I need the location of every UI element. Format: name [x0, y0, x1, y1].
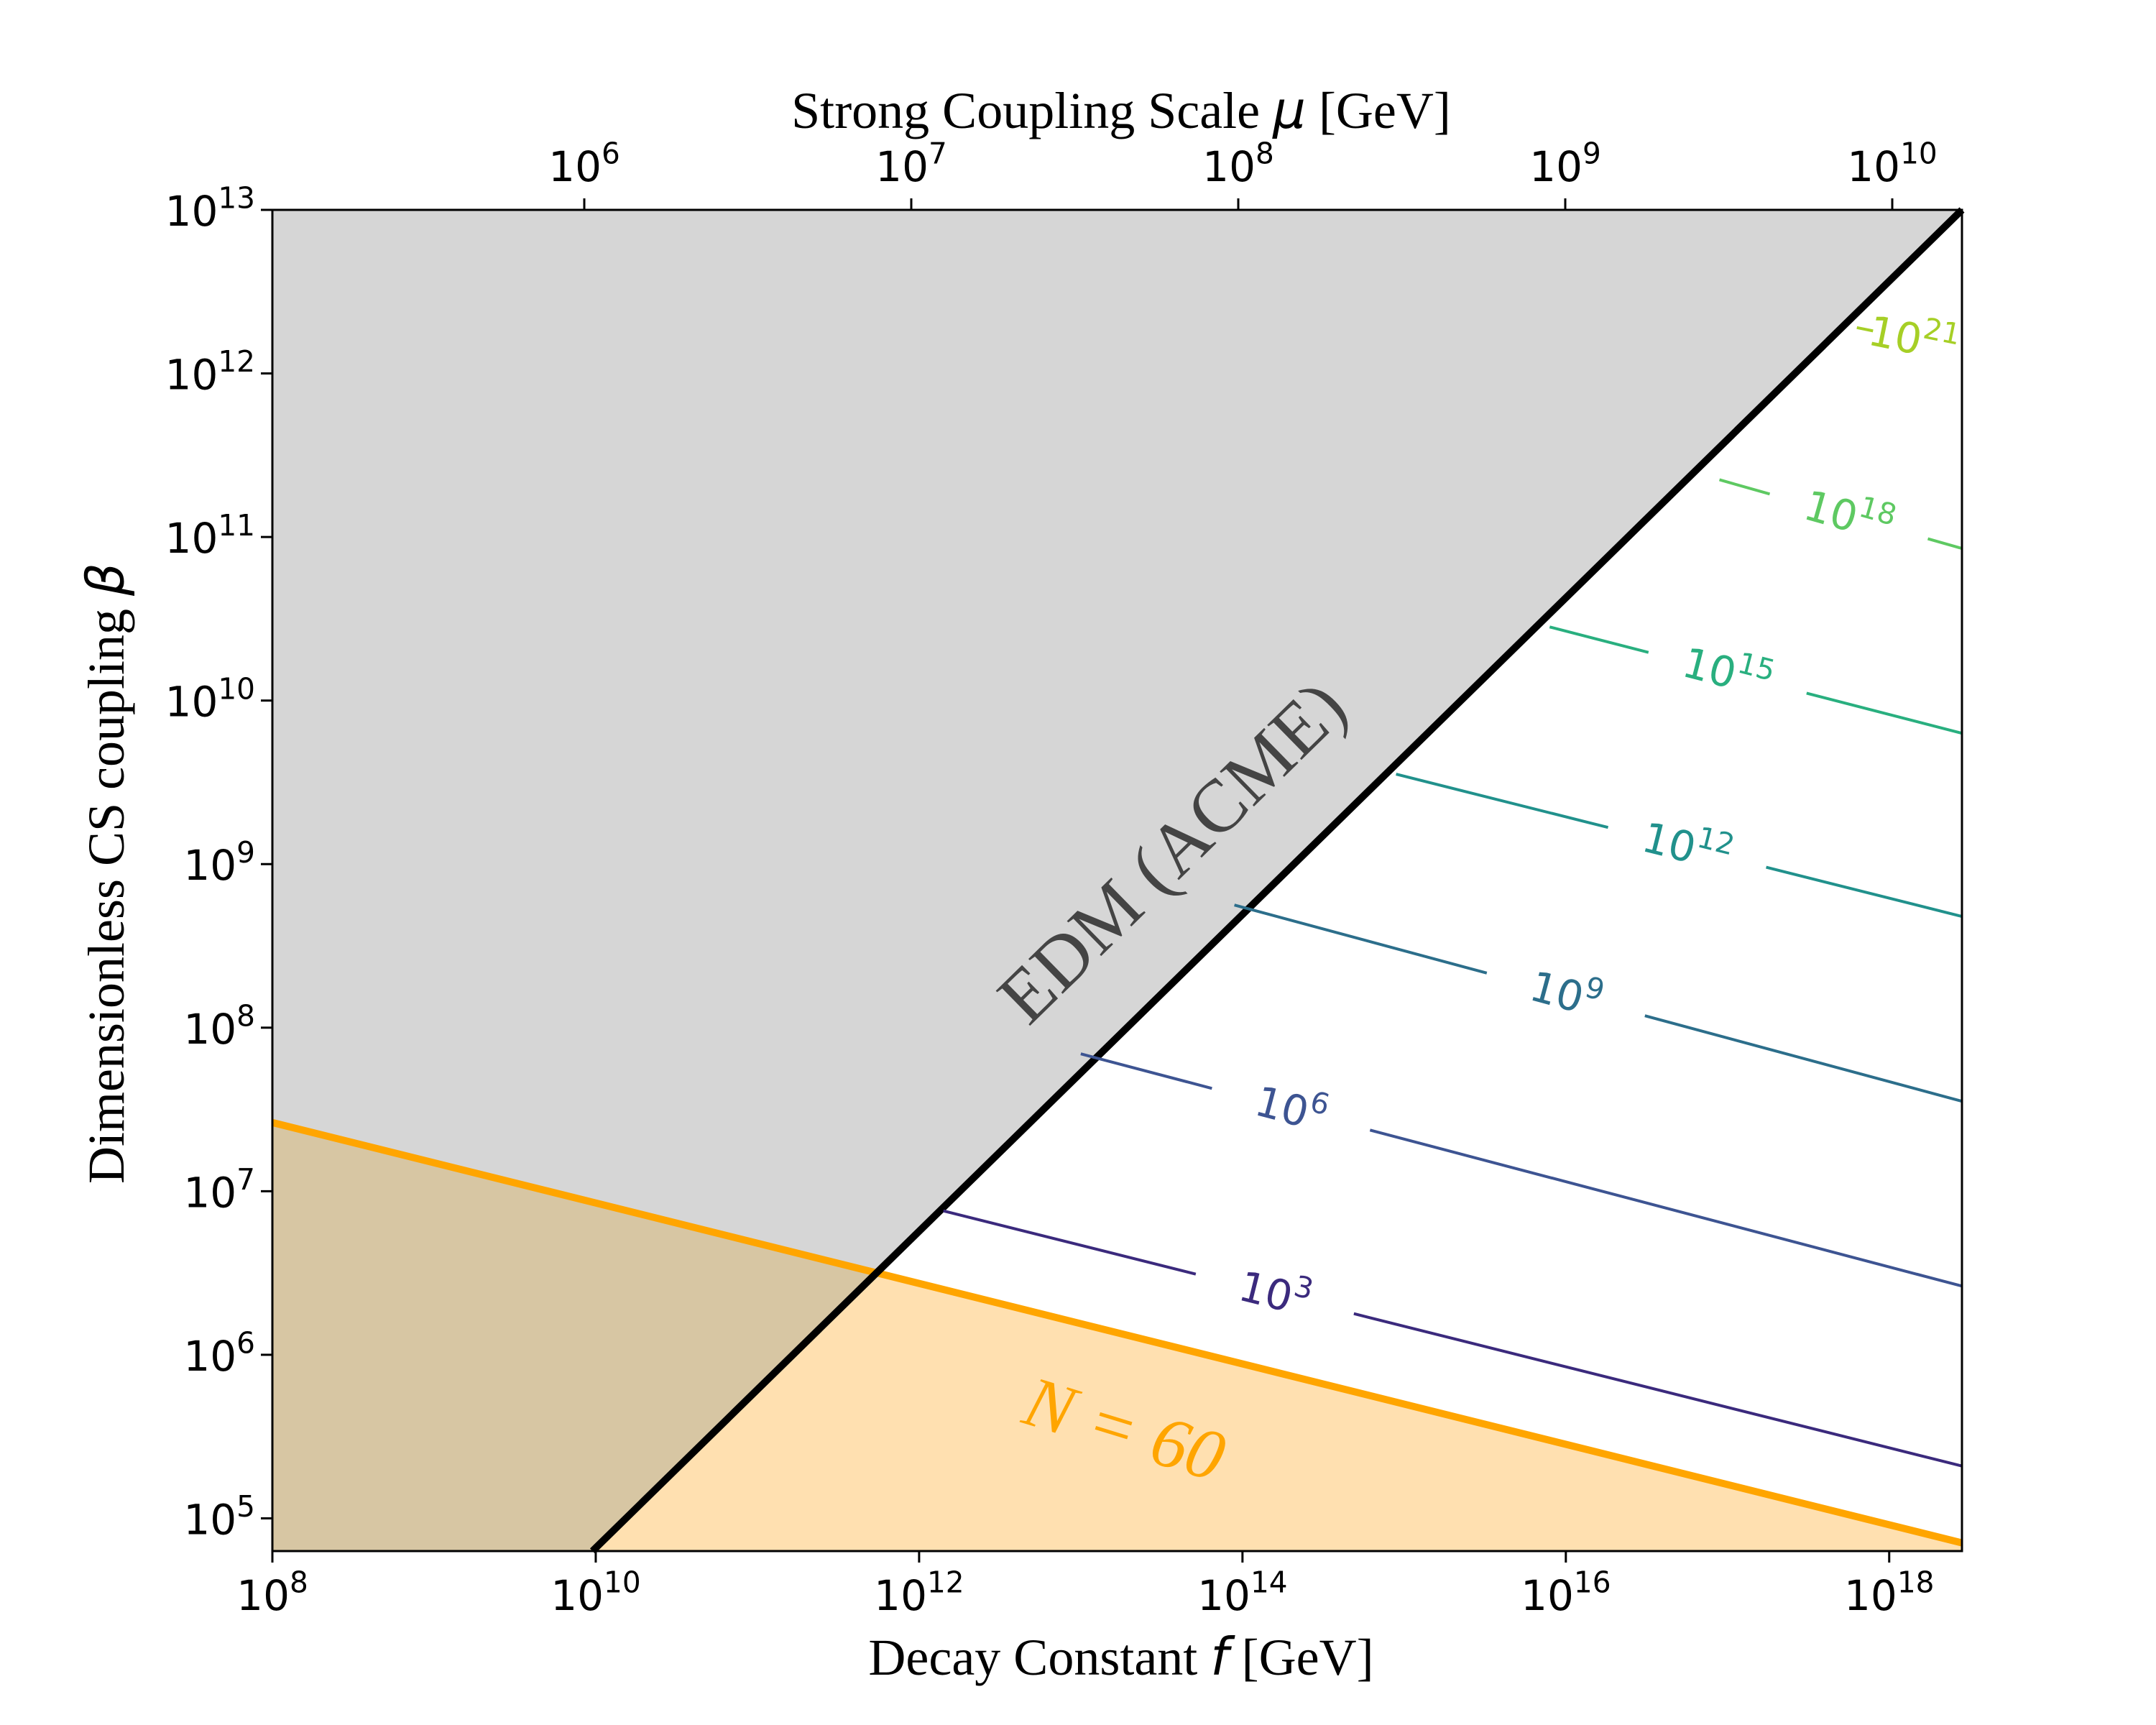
- plot-frame: [271, 208, 1963, 1552]
- overlap-region: [272, 1122, 877, 1551]
- contour-line-1e6-b: [1369, 1128, 1963, 1288]
- y-tick-label: 1012: [165, 344, 255, 399]
- contour-label-1e9: 109: [1525, 956, 1608, 1028]
- top-tick-label: 107: [875, 137, 947, 191]
- top-tick-label: 109: [1529, 137, 1601, 191]
- ticks: 108 1010 1012 1014 1016 1018 105 106 107 108 109 10…: [165, 137, 1938, 1620]
- top-axis-label: Strong Coupling Scale μ [GeV]: [791, 80, 1451, 140]
- contour-label-1e15: 1015: [1678, 632, 1779, 707]
- contour-line-1e18: [1718, 478, 1771, 496]
- plot-border: [271, 208, 1963, 1552]
- top-tick-label: 108: [1202, 137, 1274, 191]
- x-axis-label: Decay Constant f [GeV]: [868, 1627, 1373, 1687]
- edm-excluded-region: [272, 210, 1962, 1273]
- contour-label-1e18: 1018: [1799, 475, 1901, 553]
- contour-label-1e3: 103: [1234, 1256, 1317, 1326]
- x-tick-label: 108: [236, 1565, 308, 1620]
- top-tick-label: 106: [548, 137, 620, 191]
- contour-label-1e6: 106: [1250, 1071, 1334, 1142]
- regions: [271, 207, 1965, 1554]
- y-tick-label: 105: [183, 1489, 255, 1544]
- contour-line-1e12: [1396, 773, 1609, 829]
- x-tick-label: 1018: [1844, 1565, 1934, 1620]
- top-tick-label: 1010: [1847, 137, 1937, 191]
- n60-region: [592, 1272, 1962, 1551]
- y-axis-var: β: [75, 563, 136, 597]
- contour-line-1e6: [1080, 1052, 1212, 1090]
- contour-line-1e18-b: [1927, 537, 1963, 550]
- contour-line-1e12-b: [1766, 865, 1963, 919]
- top-axis-var: μ: [1272, 80, 1306, 140]
- contour-line-1e15: [1549, 625, 1649, 654]
- x-tick-label: 1010: [550, 1565, 640, 1620]
- y-tick-label: 109: [183, 835, 255, 890]
- y-tick-label: 1013: [165, 181, 255, 236]
- y-tick-label: 108: [183, 998, 255, 1053]
- y-tick-label: 1011: [165, 508, 255, 563]
- y-tick-label: 106: [183, 1326, 255, 1381]
- contour-line-1e9: [1234, 903, 1488, 975]
- n60-line: [271, 1118, 1963, 1547]
- contour-line-1e3-b: [1353, 1312, 1963, 1468]
- x-tick-label: 1016: [1521, 1565, 1611, 1620]
- contour-line-1e21: [1856, 326, 1874, 333]
- contour-line-1e9-b: [1644, 1014, 1963, 1103]
- y-tick-label: 1010: [165, 671, 255, 726]
- x-tick-label: 1012: [874, 1565, 964, 1620]
- y-axis-label: Dimensionless CS coupling β: [75, 563, 136, 1184]
- y-tick-label: 107: [183, 1162, 255, 1217]
- contour-line-1e3: [943, 1209, 1197, 1276]
- x-tick-label: 1014: [1197, 1565, 1287, 1620]
- contour-line-1e15-b: [1806, 691, 1963, 735]
- contour-label-1e21: 1021: [1864, 300, 1963, 372]
- edm-line: [589, 207, 1965, 1554]
- contour-label-1e12: 1012: [1637, 807, 1738, 883]
